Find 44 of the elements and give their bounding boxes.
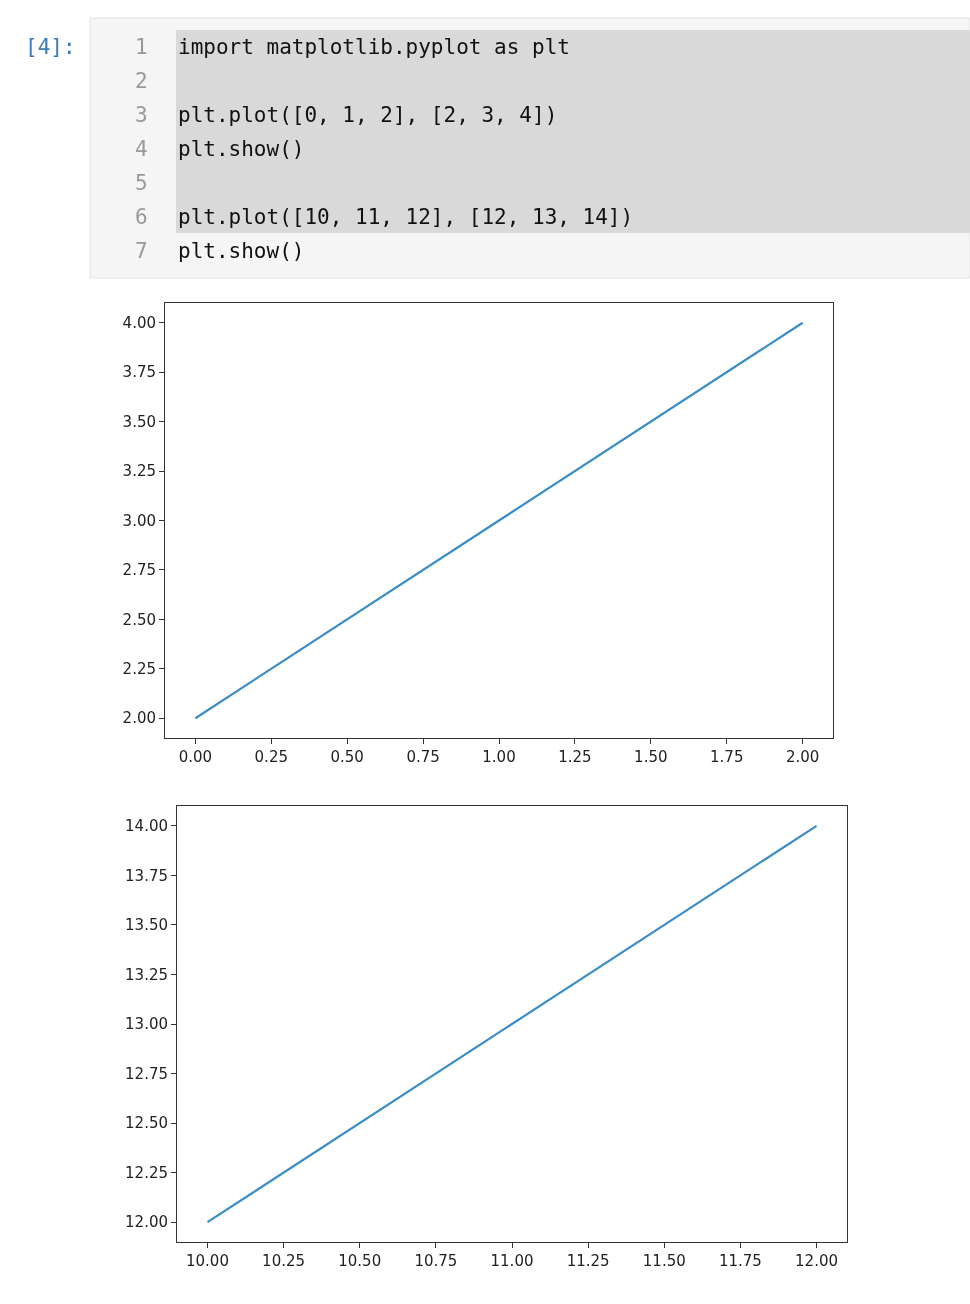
y-tick-label: 12.50 bbox=[125, 1114, 168, 1133]
text: 6 plt.plot([10, 11, 12], [12, 13, 14]) bbox=[135, 205, 634, 229]
x-tick-label: 1.75 bbox=[710, 748, 744, 766]
y-tick-label: 12.00 bbox=[125, 1213, 168, 1232]
y-tick-label: 12.75 bbox=[125, 1064, 168, 1083]
y-tick-label: 14.00 bbox=[125, 817, 168, 836]
y-tick-label: 2.25 bbox=[122, 660, 156, 679]
text: 1 import matplotlib.pyplot as plt bbox=[135, 35, 570, 59]
x-tick-label: 10.00 bbox=[185, 1252, 229, 1270]
text: 2 bbox=[135, 69, 148, 93]
text: 4 plt.show() bbox=[135, 137, 305, 161]
y-tick-label: 2.50 bbox=[122, 610, 156, 629]
x-tick-label: 0.50 bbox=[330, 748, 364, 766]
x-tick-label: 0.00 bbox=[178, 748, 213, 766]
x-tick-label: 0.25 bbox=[254, 748, 288, 766]
x-tick-label: 10.75 bbox=[414, 1252, 458, 1270]
x-tick-label: 11.50 bbox=[642, 1252, 686, 1270]
y-tick-label: 13.50 bbox=[125, 916, 168, 935]
x-tick-label: 1.25 bbox=[558, 748, 592, 766]
text: 7 plt.show() bbox=[135, 239, 305, 263]
y-tick-label: 13.00 bbox=[125, 1015, 168, 1034]
x-tick-label: 10.50 bbox=[338, 1252, 382, 1270]
text: [4]: bbox=[25, 35, 76, 59]
y-tick-label: 3.25 bbox=[122, 462, 156, 481]
y-tick-label: 13.25 bbox=[125, 965, 168, 984]
x-tick-label: 2.00 bbox=[785, 748, 820, 766]
y-tick-label: 2.00 bbox=[122, 709, 156, 728]
y-tick-label: 3.00 bbox=[122, 511, 156, 530]
x-tick-label: 1.00 bbox=[482, 748, 516, 766]
x-tick-label: 0.75 bbox=[406, 748, 440, 766]
x-tick-label: 11.00 bbox=[490, 1252, 534, 1270]
x-tick-label: 11.25 bbox=[566, 1252, 610, 1270]
y-tick-label: 3.50 bbox=[122, 412, 156, 431]
y-tick-label: 13.75 bbox=[125, 866, 168, 885]
x-tick-label: 10.25 bbox=[262, 1252, 306, 1270]
text: 3 plt.plot([0, 1, 2], [2, 3, 4]) bbox=[135, 103, 558, 127]
x-tick-label: 1.50 bbox=[634, 748, 668, 766]
y-tick-label: 2.75 bbox=[122, 561, 156, 580]
x-tick-label: 12.00 bbox=[795, 1252, 839, 1270]
y-tick-label: 12.25 bbox=[125, 1163, 168, 1182]
y-tick-label: 3.75 bbox=[122, 363, 156, 382]
x-tick-label: 11.75 bbox=[718, 1252, 762, 1270]
y-tick-label: 4.00 bbox=[122, 314, 156, 333]
text: 5 bbox=[135, 171, 148, 195]
